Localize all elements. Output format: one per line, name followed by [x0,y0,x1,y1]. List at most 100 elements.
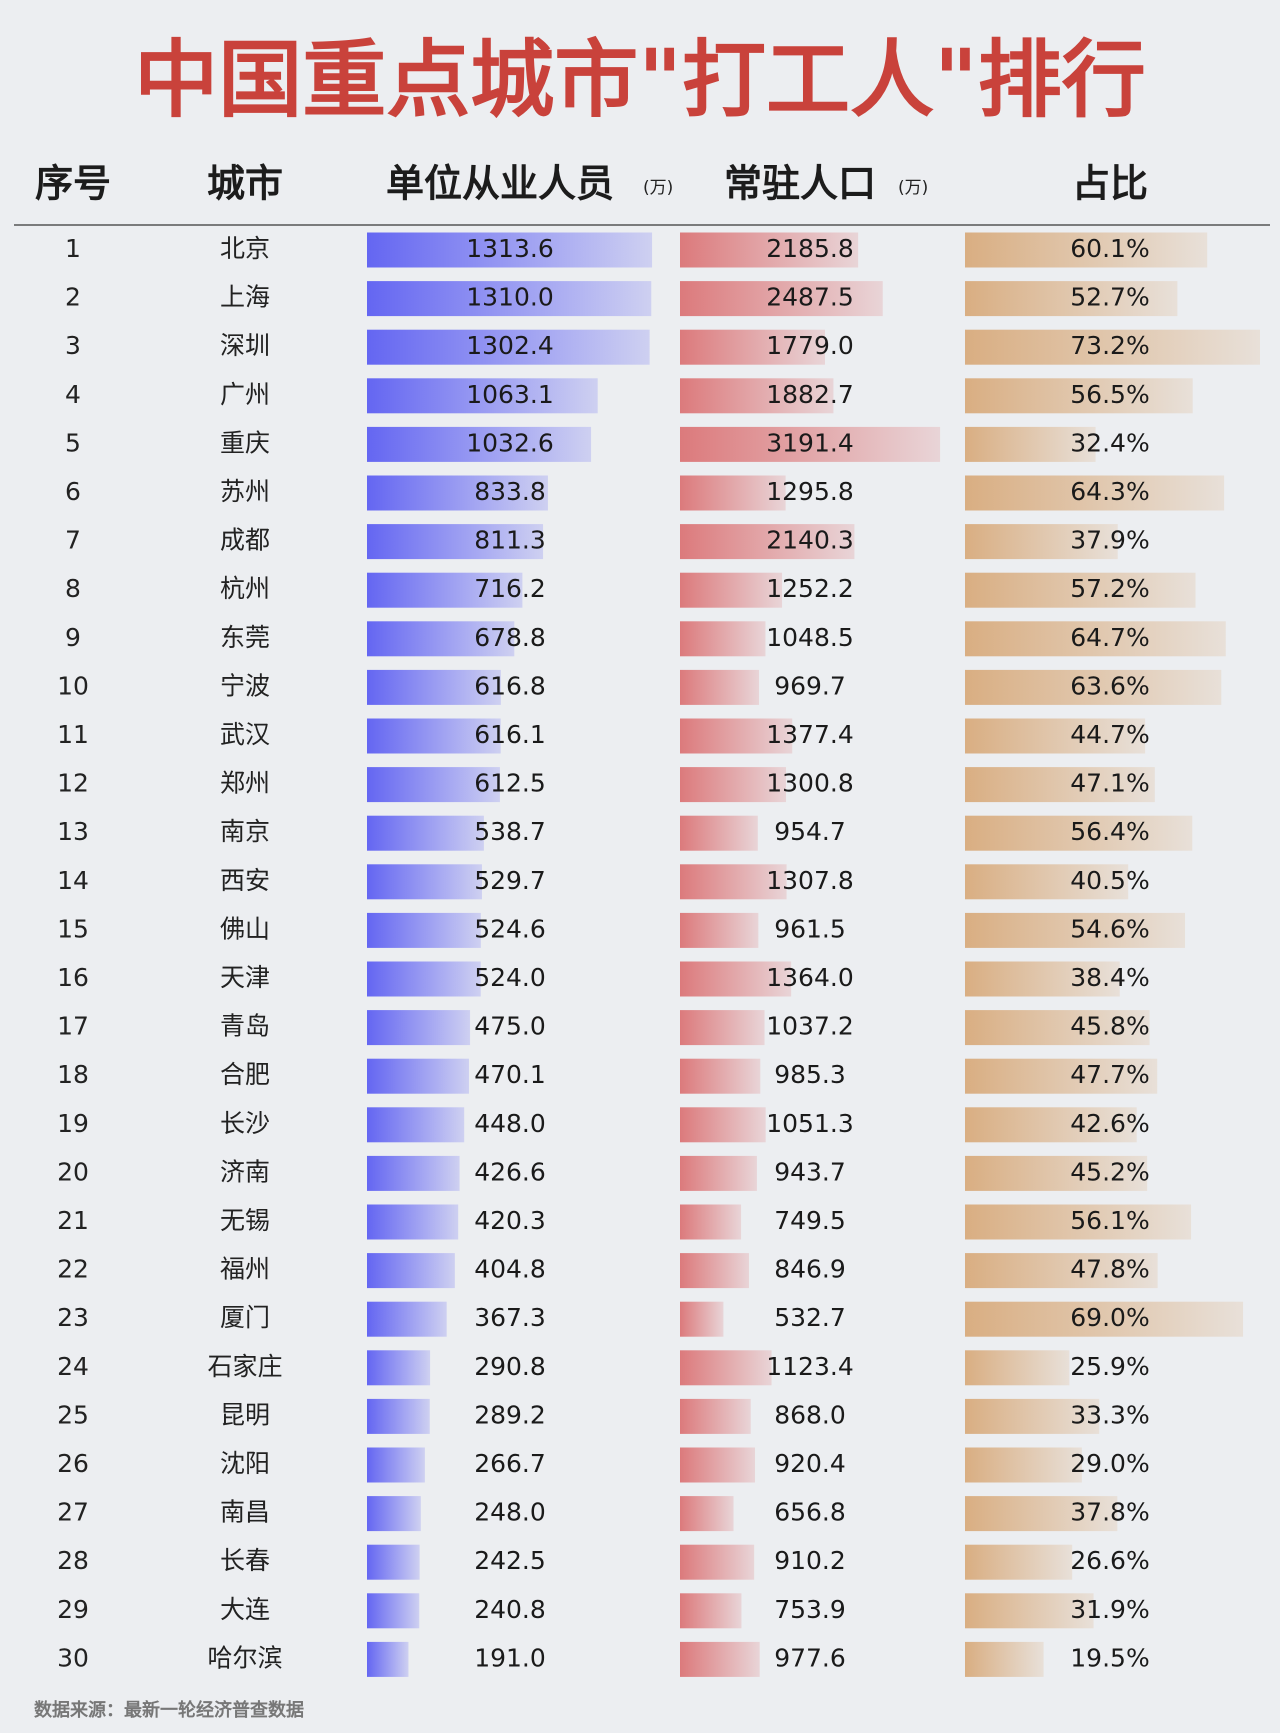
bar [680,329,825,365]
bar [680,621,766,657]
bar [367,572,523,608]
bar [680,1301,724,1337]
value-label: 29.0% [1070,1449,1149,1478]
bar [367,1253,455,1289]
city: 上海 [220,283,270,312]
rank: 26 [57,1449,89,1478]
value-label: 26.6% [1070,1546,1149,1575]
bar [680,864,787,900]
bar [367,718,501,754]
bar [965,767,1155,803]
bar [965,475,1225,511]
value-label: 1032.6 [466,428,553,457]
value-label: 56.1% [1070,1206,1149,1235]
city: 石家庄 [207,1352,282,1381]
value-label: 44.7% [1070,720,1149,749]
bar [965,1058,1158,1094]
bar [965,1496,1118,1532]
bar [680,1641,760,1677]
value-label: 56.5% [1070,380,1149,409]
rank: 15 [57,914,89,943]
rank: 11 [57,720,89,749]
bar [367,961,481,997]
value-label: 240.8 [474,1595,546,1624]
value-label: 1882.7 [766,380,853,409]
value-label: 47.8% [1070,1255,1149,1284]
bar [367,1058,470,1094]
city: 福州 [220,1255,270,1284]
city: 济南 [220,1157,270,1186]
bar [680,1058,761,1094]
value-label: 420.3 [474,1206,546,1235]
city: 厦门 [220,1303,270,1332]
bar [965,912,1186,948]
rank: 3 [65,331,81,360]
bar [965,1641,1044,1677]
value-label: 475.0 [474,1012,546,1041]
bar [965,864,1129,900]
value-label: 1295.8 [766,477,853,506]
value-label: 1300.8 [766,769,853,798]
city: 长沙 [220,1109,270,1138]
bar [965,1107,1137,1143]
bar [680,767,787,803]
bar [965,524,1118,560]
bar [965,329,1260,365]
city: 广州 [220,380,270,409]
value-label: 37.8% [1070,1498,1149,1527]
bar [965,669,1222,705]
bar [965,1301,1244,1337]
bar [965,1544,1073,1580]
bar [965,1155,1148,1191]
value-label: 1310.0 [466,283,553,312]
value-label: 248.0 [474,1498,546,1527]
city: 宁波 [220,671,270,700]
city: 杭州 [220,574,270,603]
bar [367,1544,420,1580]
value-label: 37.9% [1070,526,1149,555]
bar [367,475,548,511]
city: 天津 [220,963,270,992]
rank: 7 [65,526,81,555]
value-label: 954.7 [774,817,846,846]
city: 昆明 [220,1400,270,1429]
value-label: 753.9 [774,1595,846,1624]
bar [367,1010,471,1046]
bar [965,1398,1100,1434]
value-label: 404.8 [474,1255,546,1284]
value-label: 1779.0 [766,331,853,360]
rank: 27 [57,1498,89,1527]
value-label: 448.0 [474,1109,546,1138]
value-label: 2185.8 [766,234,853,263]
bar [367,1155,460,1191]
bar [965,1593,1094,1629]
city: 重庆 [220,428,270,457]
bar [680,1010,765,1046]
value-label: 656.8 [774,1498,846,1527]
title: 中国重点城市"打工人"排行 [134,31,1146,129]
city: 青岛 [220,1012,270,1041]
bar [680,1593,742,1629]
bar [367,1496,421,1532]
value-label: 1302.4 [466,331,553,360]
header-unit: (万) [898,178,928,198]
value-label: 191.0 [474,1643,546,1672]
value-label: 616.8 [474,671,546,700]
rank: 21 [57,1206,89,1235]
value-label: 73.2% [1070,331,1149,360]
rank: 8 [65,574,81,603]
bar [680,572,783,608]
bar [367,912,481,948]
city: 成都 [220,526,270,555]
value-label: 3191.4 [766,428,853,457]
value-label: 678.8 [474,623,546,652]
rank: 6 [65,477,81,506]
value-label: 612.5 [474,769,546,798]
bar [965,1010,1150,1046]
bar [367,1447,425,1483]
rank: 29 [57,1595,89,1624]
rank: 17 [57,1012,89,1041]
bar [367,669,501,705]
bar [367,1350,431,1386]
value-label: 1048.5 [766,623,853,652]
